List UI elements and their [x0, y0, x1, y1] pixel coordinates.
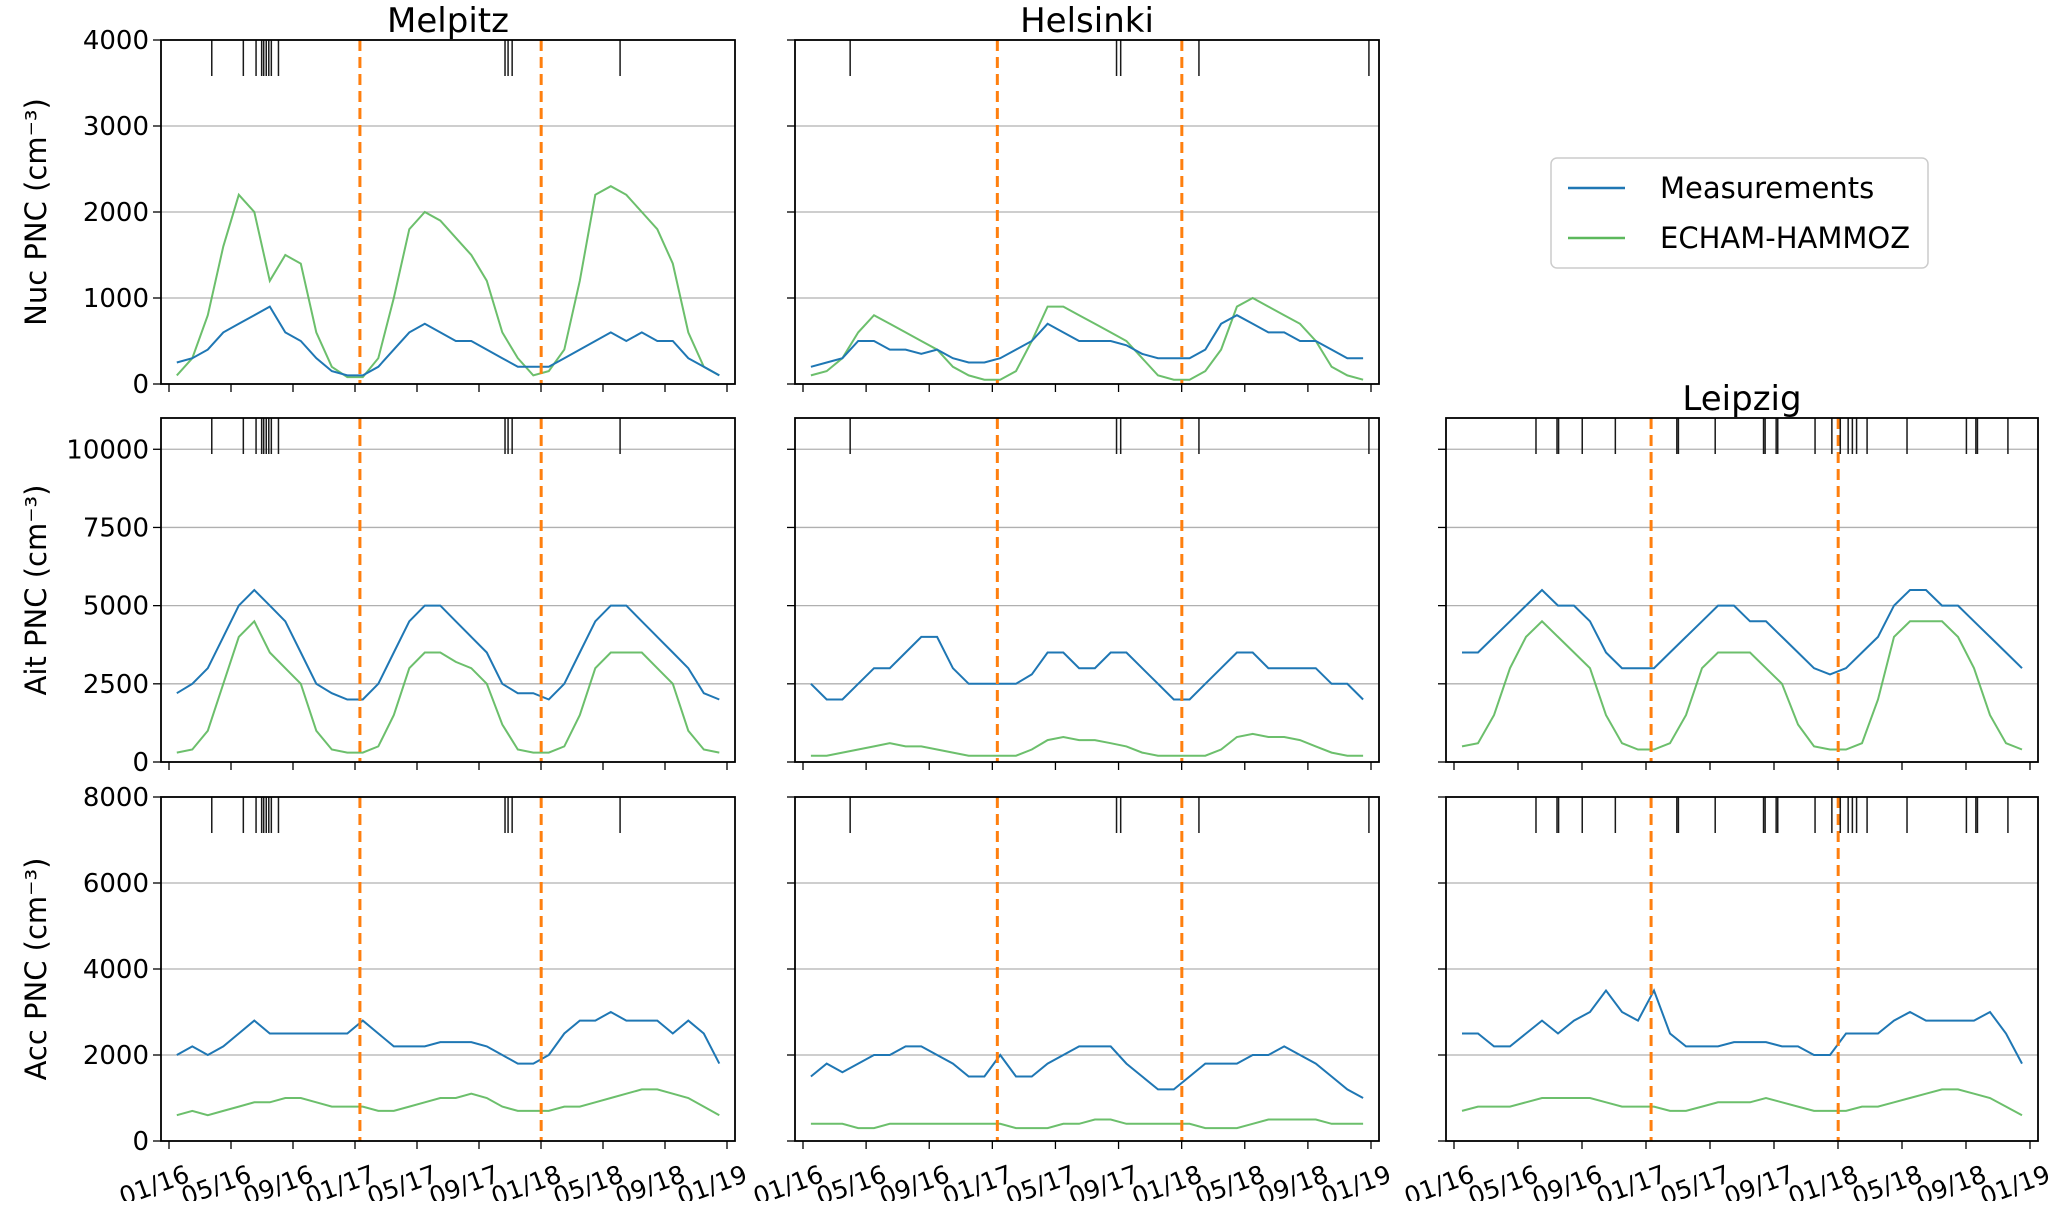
- y-tick-label: 6000: [83, 869, 149, 899]
- series-line-echam-hammoz: [1462, 1089, 2022, 1115]
- panel-melpitz-1: 0 2500 5000 7500 10000: [66, 418, 735, 778]
- series-line-echam-hammoz: [1462, 621, 2022, 749]
- legend-label: ECHAM-HAMMOZ: [1660, 221, 1910, 255]
- y-tick-label: 10000: [66, 435, 149, 465]
- series-line-measurements: [177, 1012, 720, 1064]
- x-tick-label: 05/17: [1656, 1159, 1734, 1201]
- axes-frame: [1446, 418, 2038, 762]
- legend-label: Measurements: [1660, 171, 1874, 205]
- panel-melpitz-0: 0 1000 2000 3000 4000: [83, 26, 735, 400]
- series-line-measurements: [1462, 991, 2022, 1064]
- y-tick-label: 1000: [83, 284, 149, 314]
- legend: Measurements ECHAM-HAMMOZ: [1551, 158, 1928, 268]
- y-tick-label: 0: [132, 748, 149, 778]
- y-tick-label: 7500: [83, 513, 149, 543]
- series-line-measurements: [811, 315, 1363, 367]
- series-line-measurements: [177, 307, 720, 376]
- y-axis-label: Acc PNC (cm⁻³): [19, 858, 53, 1081]
- x-tick-label: 09/16: [1528, 1159, 1606, 1201]
- x-tick-label: 01/18: [1784, 1159, 1862, 1201]
- y-tick-label: 0: [132, 1127, 149, 1157]
- series-line-echam-hammoz: [811, 1120, 1363, 1129]
- series-line-echam-hammoz: [811, 734, 1363, 756]
- series-line-echam-hammoz: [177, 1089, 720, 1115]
- x-tick-label: 01/16: [1400, 1159, 1478, 1201]
- series-line-measurements: [1462, 590, 2022, 674]
- x-tick-label: 01/19: [673, 1159, 751, 1201]
- panel-helsinki-0: [787, 40, 1379, 392]
- y-axis-label: Ait PNC (cm⁻³): [19, 485, 53, 696]
- y-tick-label: 3000: [83, 112, 149, 142]
- y-tick-label: 5000: [83, 592, 149, 622]
- y-tick-label: 2000: [83, 198, 149, 228]
- y-tick-label: 2000: [83, 1041, 149, 1071]
- x-tick-label: 05/16: [1464, 1159, 1542, 1201]
- y-tick-label: 2500: [83, 670, 149, 700]
- x-tick-label: 01/17: [1592, 1159, 1670, 1201]
- panel-leipzig-2: 01/1605/1609/1601/1705/1709/1701/1805/18…: [1400, 797, 2054, 1201]
- x-tick-label: 09/17: [1720, 1159, 1798, 1201]
- axes-frame: [161, 418, 735, 762]
- y-tick-label: 8000: [83, 783, 149, 813]
- y-axis-label: Nuc PNC (cm⁻³): [19, 98, 53, 326]
- y-tick-label: 4000: [83, 26, 149, 56]
- series-line-echam-hammoz: [177, 621, 720, 752]
- axes-frame: [795, 418, 1379, 762]
- series-line-measurements: [811, 637, 1363, 700]
- panel-title-melpitz: Melpitz: [387, 1, 509, 41]
- series-line-echam-hammoz: [177, 186, 720, 377]
- panel-helsinki-2: 01/1605/1609/1601/1705/1709/1701/1805/18…: [749, 797, 1395, 1201]
- panel-helsinki-1: [787, 418, 1379, 770]
- x-tick-label: 05/18: [1848, 1159, 1926, 1201]
- panel-melpitz-2: 0200040006000800001/1605/1609/1601/1705/…: [83, 783, 751, 1201]
- x-tick-label: 01/19: [1317, 1159, 1395, 1201]
- panel-title-helsinki: Helsinki: [1020, 1, 1154, 41]
- x-tick-label: 09/18: [1912, 1159, 1990, 1201]
- x-tick-label: 01/19: [1976, 1159, 2054, 1201]
- y-tick-label: 4000: [83, 955, 149, 985]
- series-line-measurements: [177, 590, 720, 700]
- panel-title-leipzig: Leipzig: [1682, 379, 1801, 419]
- series-line-measurements: [811, 1046, 1363, 1098]
- y-tick-label: 0: [132, 370, 149, 400]
- panel-leipzig-1: [1438, 418, 2038, 770]
- series-line-echam-hammoz: [811, 298, 1363, 380]
